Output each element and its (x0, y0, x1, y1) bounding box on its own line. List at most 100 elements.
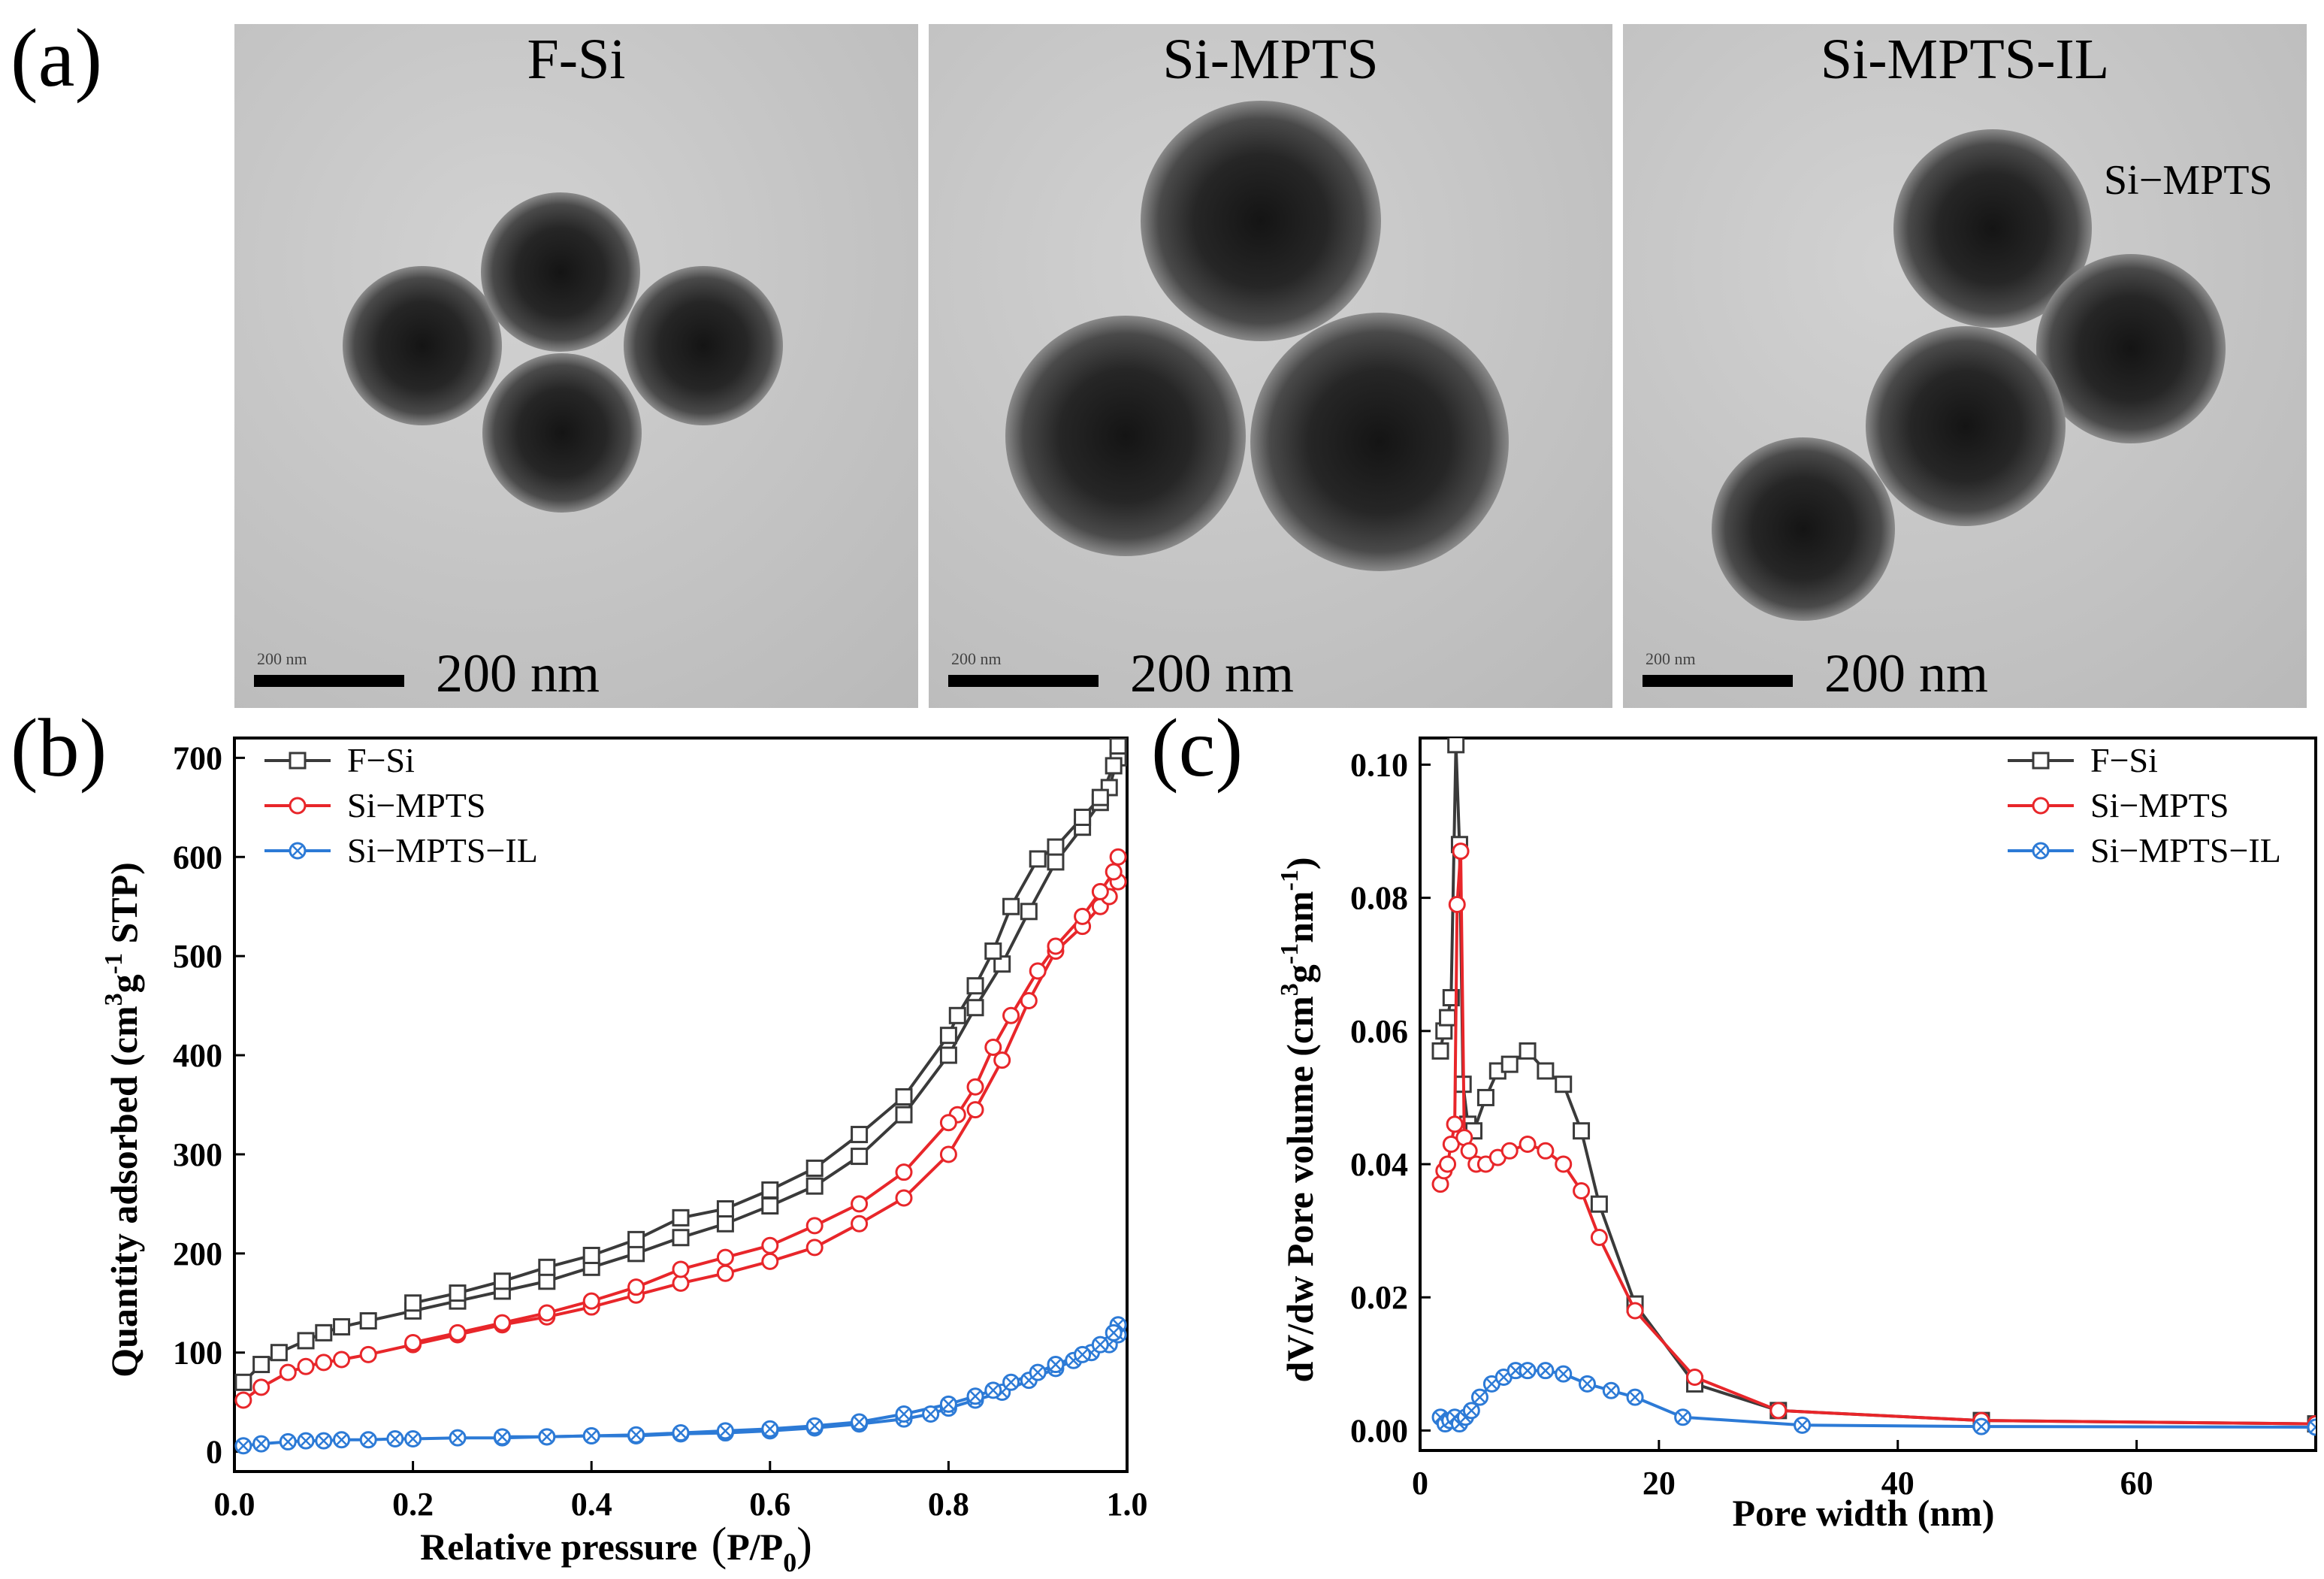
data-point (493, 1272, 511, 1290)
data-point (1626, 1302, 1644, 1320)
data-point (939, 1145, 957, 1163)
data-point (716, 1248, 734, 1266)
data-point (1590, 1228, 1608, 1246)
data-point (627, 1278, 645, 1296)
x-axis-label-sym: P/P (727, 1526, 783, 1568)
data-point (538, 1258, 556, 1276)
data-point (672, 1424, 690, 1442)
data-point (761, 1420, 779, 1438)
series-line (1439, 851, 2316, 1426)
tem-title: Si-MPTS (1162, 28, 1379, 91)
data-point (1446, 1115, 1464, 1133)
data-point (1537, 1362, 1555, 1380)
data-point (1074, 907, 1092, 925)
scale-bar-label: 200 nm (436, 643, 600, 703)
y-axis-label-sup: 3 (100, 993, 128, 1006)
data-point (1029, 1363, 1047, 1381)
data-point (359, 1345, 377, 1363)
y-axis-label-end: ) (1279, 857, 1321, 870)
data-point (627, 1426, 645, 1444)
scale-bar (1643, 675, 1793, 687)
data-point (449, 1284, 467, 1302)
data-point (582, 1427, 600, 1445)
y-tick-label: 0 (206, 1434, 222, 1471)
legend-label: F−Si (2090, 741, 2158, 779)
data-point (966, 977, 984, 995)
data-point (297, 1432, 315, 1450)
panel-label-b: (b) (11, 702, 107, 794)
data-point (1452, 842, 1470, 861)
series-mpts (234, 848, 1127, 1409)
legend-label: Si−MPTS (347, 786, 485, 824)
data-point (805, 1177, 824, 1195)
data-point (939, 1046, 957, 1064)
y-tick-label: 700 (173, 740, 222, 776)
data-point (1029, 850, 1047, 868)
data-point (279, 1432, 297, 1450)
series-il (1431, 1362, 2316, 1436)
scale-bar (254, 675, 404, 687)
data-point (1602, 1381, 1620, 1399)
data-point (493, 1428, 511, 1446)
data-point (1794, 1416, 1812, 1434)
plot-area (1431, 738, 2316, 1436)
data-point (939, 1027, 957, 1045)
y-tick-label: 200 (173, 1236, 222, 1272)
data-point (851, 1195, 869, 1213)
x-axis-label-sub: 0 (783, 1547, 796, 1577)
data-point (672, 1260, 690, 1278)
data-point (1460, 1142, 1478, 1160)
data-point (1002, 897, 1020, 915)
data-point (672, 1208, 690, 1227)
data-point (1519, 1362, 1537, 1380)
data-point (1105, 757, 1123, 775)
tem-image-fsi: F-Si 200 nm 200 nm (234, 24, 918, 708)
x-tick-label: 0.4 (571, 1486, 612, 1523)
plot-frame (1419, 737, 2317, 1452)
series-il (234, 1316, 1127, 1455)
data-point (1431, 1042, 1449, 1060)
y-tick-label: 0.02 (1350, 1279, 1408, 1316)
data-point (1519, 1135, 1537, 1153)
data-point (1590, 1195, 1608, 1213)
y-tick-label: 0.00 (1350, 1412, 1408, 1449)
data-point (716, 1422, 734, 1440)
data-point (1047, 838, 1065, 856)
y-tick-label: 0.06 (1350, 1013, 1408, 1050)
data-point (493, 1314, 511, 1332)
data-point (234, 1373, 252, 1391)
data-point (404, 1294, 422, 1312)
data-point (449, 1323, 467, 1342)
data-point (2307, 1418, 2316, 1436)
data-point (404, 1334, 422, 1352)
data-point (1439, 1155, 1457, 1173)
plot-frame (233, 737, 1129, 1473)
data-point (1047, 937, 1065, 955)
data-point (252, 1356, 270, 1374)
data-point (1470, 1388, 1488, 1406)
data-point (1002, 1373, 1020, 1391)
data-point (895, 1189, 913, 1207)
data-point (1579, 1375, 1597, 1393)
particle (1005, 316, 1246, 556)
particle (1866, 326, 2066, 526)
data-point (761, 1236, 779, 1254)
x-axis-label-main: Relative pressure (420, 1526, 697, 1568)
y-tick-label: 400 (173, 1037, 222, 1074)
y-axis-label: Quantity adsorbed (cm3g-1 STP) (100, 862, 145, 1378)
data-point (270, 1344, 288, 1362)
y-tick-label: 0.04 (1350, 1146, 1408, 1183)
data-point (672, 1229, 690, 1247)
x-tick-label: 60 (2120, 1465, 2153, 1502)
legend-marker (289, 842, 307, 860)
x-tick-label: 0 (1412, 1465, 1428, 1502)
data-point (805, 1217, 824, 1235)
data-point (582, 1246, 600, 1264)
series-line (413, 856, 1120, 1345)
pore-size-chart: dV/dw Pore volume (cm3g-1nm-1) Pore widt… (1276, 737, 2317, 1534)
data-point (851, 1214, 869, 1233)
data-point (252, 1435, 270, 1453)
data-point (895, 1106, 913, 1124)
data-point (716, 1199, 734, 1218)
data-point (966, 999, 984, 1017)
